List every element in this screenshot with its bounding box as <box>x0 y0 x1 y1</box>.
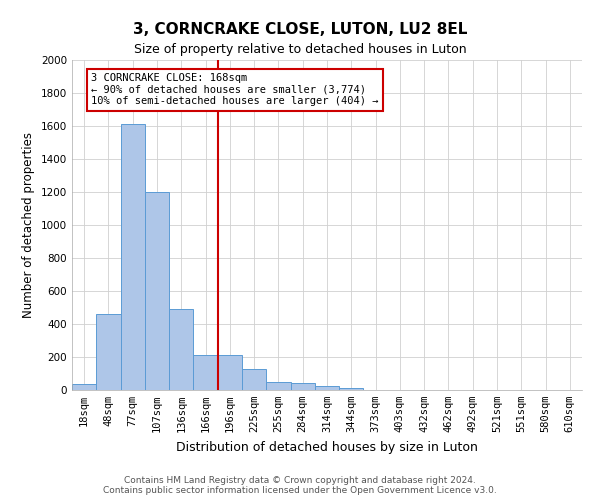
Text: Contains HM Land Registry data © Crown copyright and database right 2024.
Contai: Contains HM Land Registry data © Crown c… <box>103 476 497 495</box>
Bar <box>193 356 218 390</box>
Bar <box>242 368 266 390</box>
Text: Size of property relative to detached houses in Luton: Size of property relative to detached ho… <box>134 42 466 56</box>
Text: 3 CORNCRAKE CLOSE: 168sqm
← 90% of detached houses are smaller (3,774)
10% of se: 3 CORNCRAKE CLOSE: 168sqm ← 90% of detac… <box>91 73 379 106</box>
Bar <box>315 386 339 390</box>
Bar <box>266 382 290 390</box>
Bar <box>218 356 242 390</box>
Bar <box>169 309 193 390</box>
Bar <box>72 384 96 390</box>
Bar <box>96 314 121 390</box>
Bar <box>121 124 145 390</box>
Text: 3, CORNCRAKE CLOSE, LUTON, LU2 8EL: 3, CORNCRAKE CLOSE, LUTON, LU2 8EL <box>133 22 467 38</box>
X-axis label: Distribution of detached houses by size in Luton: Distribution of detached houses by size … <box>176 440 478 454</box>
Bar <box>290 384 315 390</box>
Bar <box>339 388 364 390</box>
Bar <box>145 192 169 390</box>
Y-axis label: Number of detached properties: Number of detached properties <box>22 132 35 318</box>
